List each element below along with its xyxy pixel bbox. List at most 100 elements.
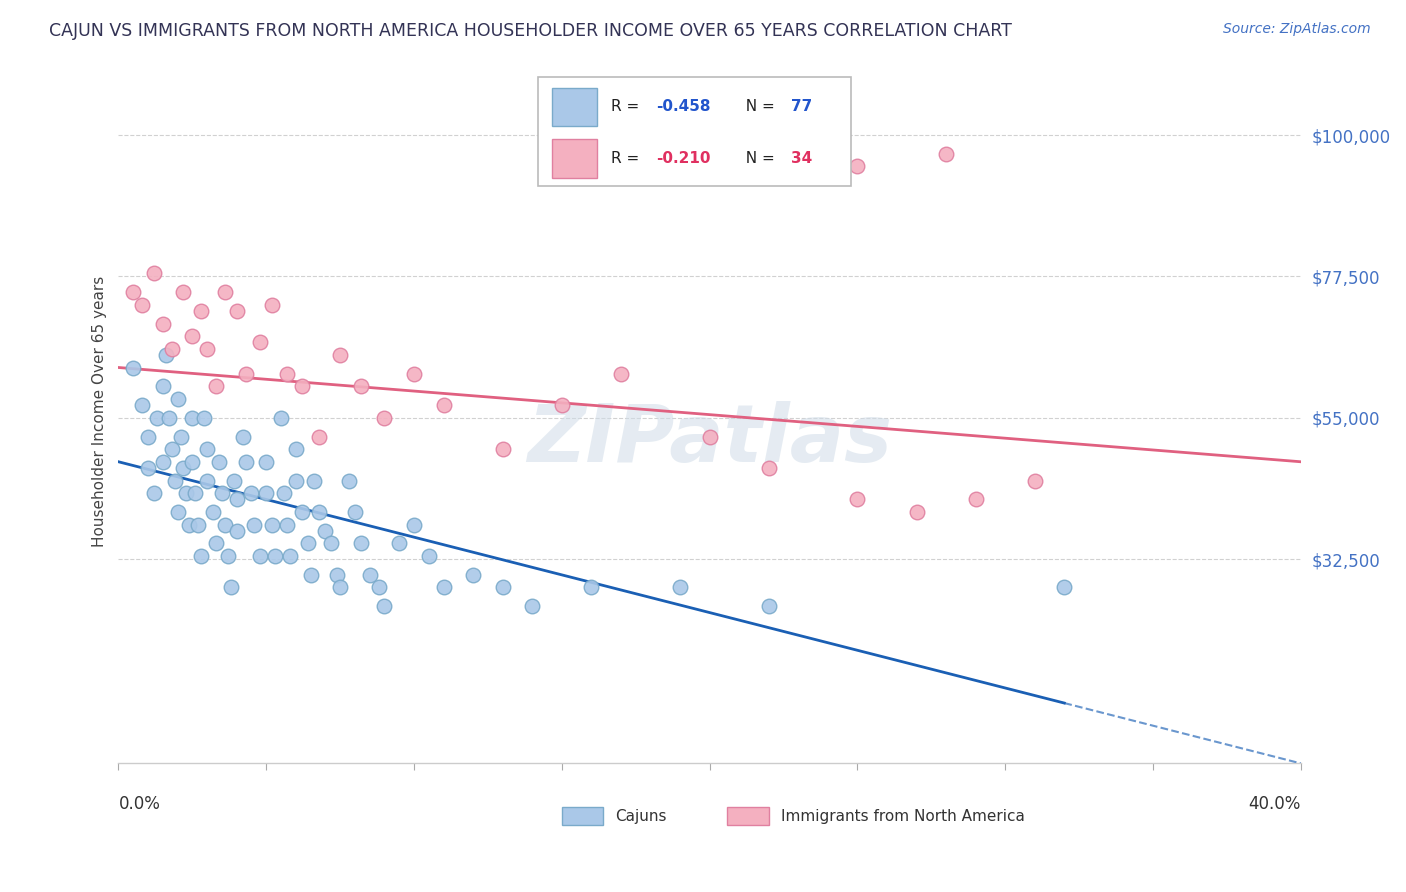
- Text: CAJUN VS IMMIGRANTS FROM NORTH AMERICA HOUSEHOLDER INCOME OVER 65 YEARS CORRELAT: CAJUN VS IMMIGRANTS FROM NORTH AMERICA H…: [49, 22, 1012, 40]
- Point: [273, 486, 295, 500]
- Point: [308, 505, 330, 519]
- Text: -0.458: -0.458: [657, 99, 711, 114]
- Text: R =: R =: [612, 99, 644, 114]
- Point: [142, 486, 165, 500]
- Point: [240, 486, 263, 500]
- Point: [581, 581, 603, 595]
- Point: [329, 348, 352, 362]
- Text: N =: N =: [735, 99, 779, 114]
- Point: [179, 517, 201, 532]
- Point: [205, 379, 228, 393]
- Point: [610, 367, 633, 381]
- Point: [235, 455, 257, 469]
- FancyBboxPatch shape: [538, 78, 852, 186]
- Point: [254, 486, 277, 500]
- Point: [211, 486, 233, 500]
- Point: [326, 567, 349, 582]
- Point: [235, 367, 257, 381]
- Point: [131, 298, 153, 312]
- Point: [418, 549, 440, 563]
- Point: [208, 455, 231, 469]
- Point: [122, 360, 145, 375]
- Point: [146, 410, 169, 425]
- Text: 0.0%: 0.0%: [118, 795, 160, 813]
- Point: [214, 517, 236, 532]
- Point: [551, 398, 574, 412]
- FancyBboxPatch shape: [553, 139, 598, 178]
- Point: [350, 536, 373, 550]
- Point: [195, 474, 218, 488]
- Text: Source: ZipAtlas.com: Source: ZipAtlas.com: [1223, 22, 1371, 37]
- Point: [190, 549, 212, 563]
- Point: [166, 505, 188, 519]
- Point: [152, 455, 174, 469]
- Text: 34: 34: [792, 151, 813, 166]
- Point: [1053, 581, 1076, 595]
- Point: [142, 266, 165, 280]
- Point: [402, 367, 425, 381]
- Point: [402, 517, 425, 532]
- Point: [264, 549, 287, 563]
- Point: [270, 410, 292, 425]
- Point: [181, 455, 204, 469]
- Text: -0.210: -0.210: [657, 151, 711, 166]
- Point: [276, 517, 298, 532]
- Point: [321, 536, 343, 550]
- Point: [184, 486, 207, 500]
- Point: [172, 461, 194, 475]
- Point: [214, 285, 236, 299]
- Point: [905, 505, 928, 519]
- Point: [359, 567, 381, 582]
- Point: [367, 581, 389, 595]
- Point: [195, 342, 218, 356]
- Point: [432, 398, 454, 412]
- Y-axis label: Householder Income Over 65 years: Householder Income Over 65 years: [93, 276, 107, 547]
- Point: [373, 599, 395, 614]
- Point: [278, 549, 301, 563]
- Point: [935, 146, 957, 161]
- Text: Cajuns: Cajuns: [614, 809, 666, 823]
- FancyBboxPatch shape: [553, 87, 598, 127]
- FancyBboxPatch shape: [727, 807, 769, 825]
- Point: [297, 536, 319, 550]
- Point: [122, 285, 145, 299]
- Point: [232, 429, 254, 443]
- Point: [155, 348, 177, 362]
- Point: [136, 429, 159, 443]
- Point: [176, 486, 198, 500]
- Text: R =: R =: [612, 151, 644, 166]
- Point: [225, 524, 247, 538]
- Point: [181, 410, 204, 425]
- Point: [299, 567, 322, 582]
- Point: [254, 455, 277, 469]
- Point: [160, 442, 183, 457]
- Point: [190, 304, 212, 318]
- Point: [373, 410, 395, 425]
- Point: [181, 329, 204, 343]
- Point: [276, 367, 298, 381]
- Point: [225, 304, 247, 318]
- Point: [337, 474, 360, 488]
- Point: [249, 335, 271, 350]
- Point: [169, 429, 191, 443]
- Point: [699, 429, 721, 443]
- Point: [136, 461, 159, 475]
- Point: [329, 581, 352, 595]
- Point: [522, 599, 544, 614]
- Point: [160, 342, 183, 356]
- Point: [152, 379, 174, 393]
- Point: [166, 392, 188, 406]
- Point: [222, 474, 245, 488]
- Point: [243, 517, 266, 532]
- Point: [195, 442, 218, 457]
- Point: [262, 517, 284, 532]
- Point: [758, 461, 780, 475]
- Point: [463, 567, 485, 582]
- Point: [284, 474, 307, 488]
- Text: 40.0%: 40.0%: [1249, 795, 1301, 813]
- Point: [492, 442, 515, 457]
- Point: [217, 549, 239, 563]
- Point: [846, 160, 869, 174]
- Text: 77: 77: [792, 99, 813, 114]
- Point: [131, 398, 153, 412]
